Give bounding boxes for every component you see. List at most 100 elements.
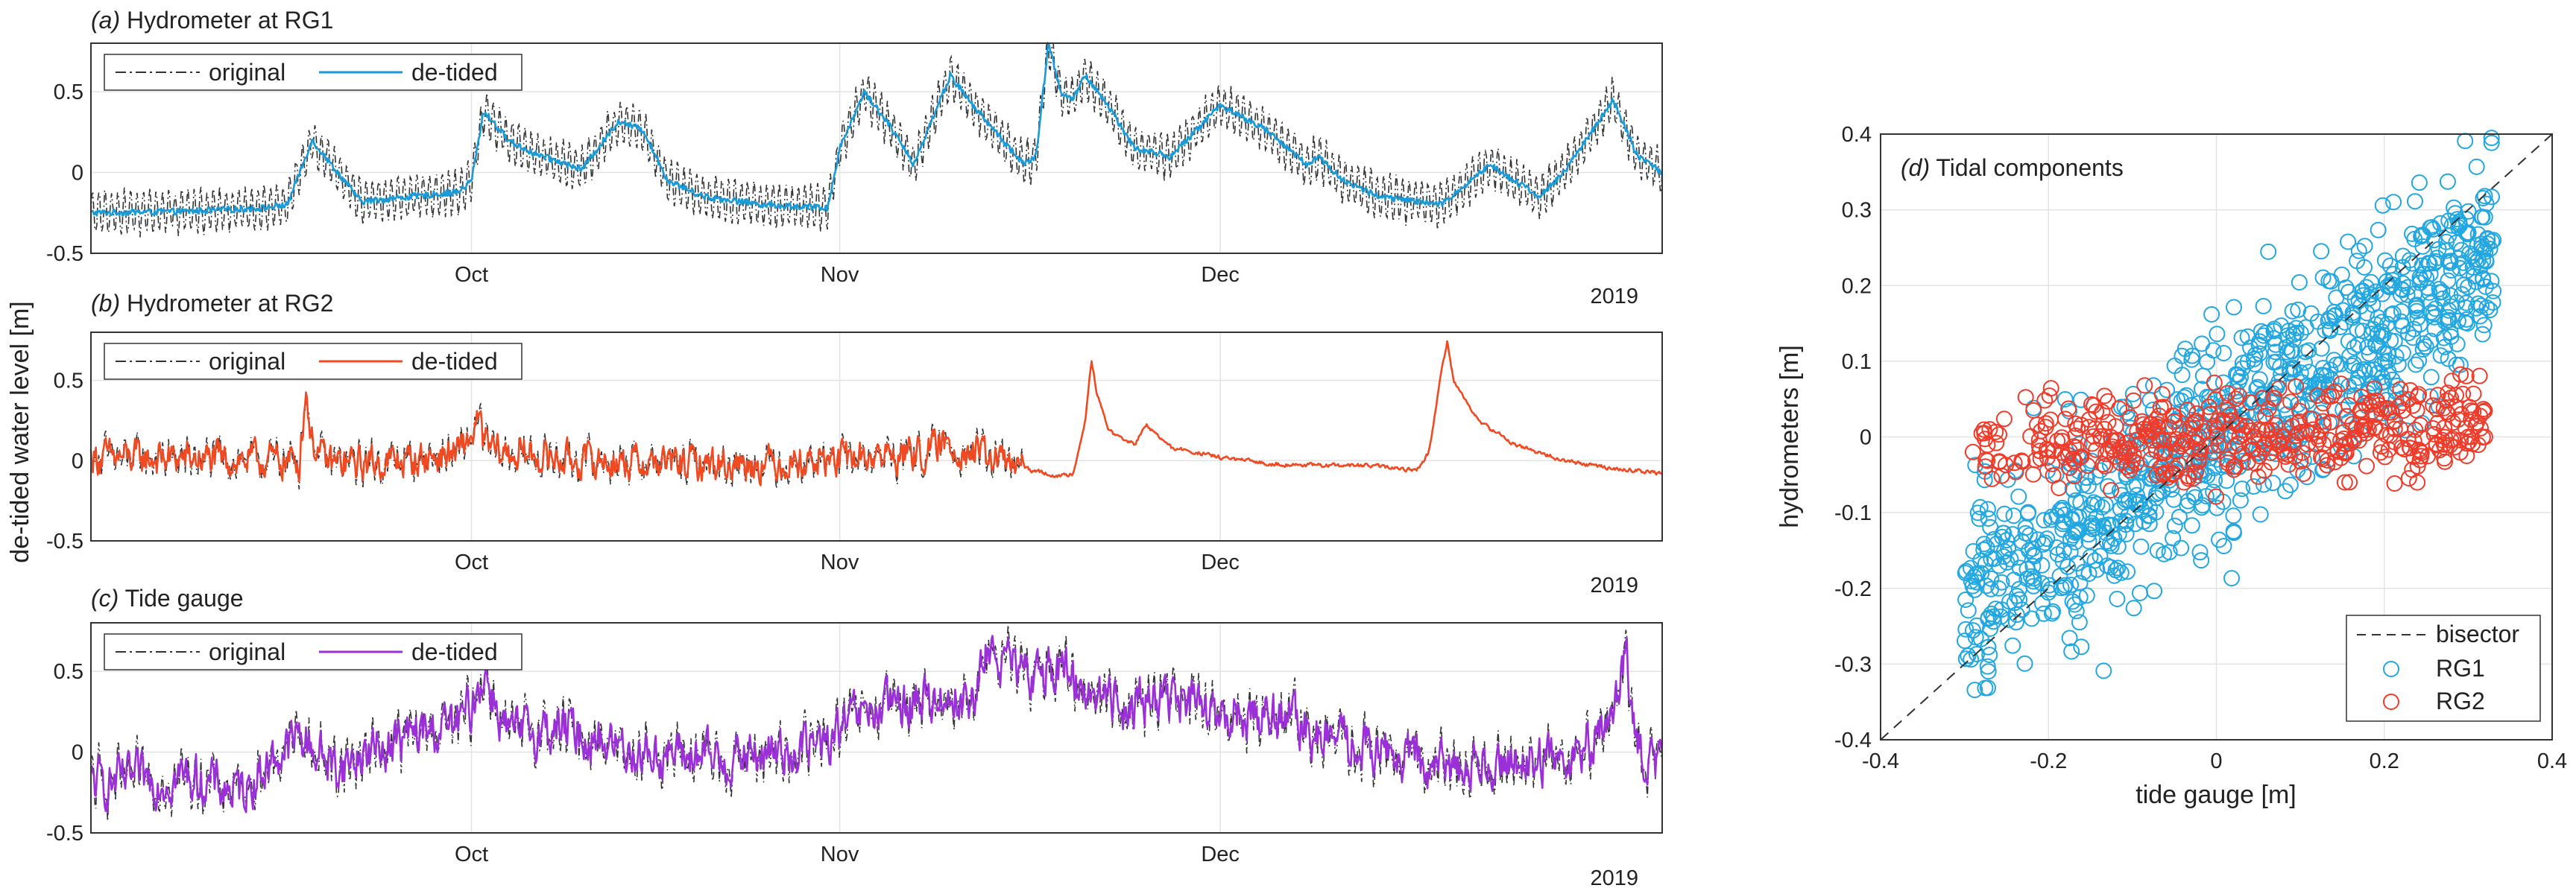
panel-d-rg1-point — [2004, 637, 2021, 654]
panel-d-rg1-point — [2194, 335, 2211, 352]
panel-d-rg2-point — [2223, 413, 2240, 430]
panel-d-rg2-point — [2347, 420, 2364, 437]
panel-d-rg1-point — [2361, 345, 2378, 362]
panel-d-rg2-point — [2341, 474, 2358, 491]
panel-d-rg1-point — [2166, 358, 2183, 374]
panel-d-rg1-point — [1972, 630, 1989, 647]
panel-d-rg1-point — [2203, 306, 2220, 323]
panel-d-rg2-point — [2326, 383, 2343, 400]
panel-d-rg1-point — [2133, 538, 2150, 555]
panel-b-detided-line — [89, 340, 1663, 486]
panel-d-rg1-point — [1957, 565, 1974, 582]
panel-d-rg2-point — [2286, 448, 2303, 465]
panel-c-ytick-label: -0.5 — [46, 822, 83, 846]
panel-b-yticks: -0.5 0 0.5 — [46, 370, 83, 554]
panel-d-rg2-point — [2315, 416, 2332, 434]
panel-d-rg2-point — [2352, 402, 2369, 419]
panel-d-legend-rg2: RG2 — [2436, 688, 2485, 714]
panel-d-rg1-point — [2337, 279, 2355, 297]
panel-d-rg2-point — [2476, 428, 2493, 446]
panel-d-rg1-point — [1981, 647, 1998, 664]
panel-c-year: 2019 — [1590, 866, 1638, 890]
panel-a-xtick-label: Nov — [821, 263, 859, 287]
panel-d-rg2-point — [2302, 410, 2319, 427]
panel-d-rg1-point — [2364, 297, 2381, 313]
panel-d-rg1-point — [2384, 371, 2401, 388]
panel-d-legend-rg2-swatch — [2383, 694, 2399, 710]
panel-c-legend-box — [104, 633, 523, 670]
panel-d-rg1-point — [1963, 651, 1980, 668]
panel-d-rg1-point — [2183, 517, 2200, 534]
panel-c-xtick-label: Dec — [1201, 843, 1240, 866]
panel-d-rg1-point — [2282, 476, 2299, 493]
panel-d-rg2-point — [2136, 377, 2153, 394]
panel-d-rg1-point — [2425, 305, 2442, 322]
panel-d-rg1-point — [2169, 391, 2185, 408]
panel-d-rg2-point — [2386, 475, 2403, 492]
panel-d-rg2-point — [2455, 385, 2472, 402]
panel-d-rg2-point — [2463, 402, 2480, 419]
panel-d-rg1-point — [2322, 361, 2339, 378]
panel-d-rg2-point — [2291, 402, 2308, 419]
panel-d-ytick-label: 0.4 — [1842, 123, 1872, 147]
panel-d-rg1-point — [2010, 488, 2027, 505]
panel-d-rg1-point — [2128, 477, 2145, 494]
panel-d-rg1-point — [2103, 537, 2120, 554]
panel-d-legend-bisector: bisector — [2436, 621, 2519, 647]
panel-d-rg2-point — [2305, 421, 2322, 438]
panel-d-rg1-point — [2124, 385, 2141, 402]
panel-c-xtick-label: Oct — [455, 843, 488, 866]
panel-d-ytick-label: -0.3 — [1834, 653, 1872, 676]
panel-d-rg1-point — [2285, 326, 2302, 343]
panel-b-legend-detided: de-tided — [411, 348, 498, 375]
panel-d-rg2-point — [2041, 387, 2058, 405]
panel-d-rg1-point — [2260, 243, 2277, 260]
panel-d-rg2-point — [2165, 413, 2182, 430]
panel-d-rg1-point — [2098, 533, 2115, 550]
panel-d-rg1-point — [2359, 339, 2375, 356]
panel-d-rg1-point — [2245, 478, 2262, 495]
panel-d-rg2-point — [2393, 439, 2411, 456]
panel-d-rg1-point — [2370, 221, 2387, 238]
panel-d-rg2-point — [2453, 406, 2470, 422]
panel-d-rg2-point — [2372, 444, 2389, 461]
panel-d-rg1-point — [1960, 647, 1977, 665]
panel-d-rg2-point — [2335, 444, 2352, 461]
panel-d-rg1-point — [2255, 297, 2272, 314]
panel-d-rg2-point — [2443, 372, 2460, 390]
panel-d-rg1-point — [2345, 448, 2362, 465]
panel-d-yticks: -0.4 -0.3 -0.2 -0.1 0 0.1 0.2 0.3 0.4 — [1834, 123, 1872, 752]
panel-d-rg1-point — [2193, 552, 2210, 569]
panel-d-rg1-point — [2485, 232, 2502, 249]
panel-d-rg1-point — [2120, 507, 2137, 524]
panel-d-rg1-point — [2033, 557, 2051, 574]
panel-d-rg1-point — [1980, 609, 1997, 627]
panel-d-xtick-label: -0.2 — [2030, 749, 2067, 773]
panel-d-rg2-point — [2409, 388, 2426, 405]
panel-d-rg1-point — [1983, 551, 2000, 568]
panel-d-rg1-point — [2264, 475, 2282, 492]
panel-d-rg1-point — [2484, 294, 2501, 311]
panel-d-rg1-point — [2119, 563, 2136, 580]
panel-d-rg1-point — [2247, 355, 2263, 372]
panel-d-rg1-point — [2405, 329, 2422, 346]
panel-d-rg2-point — [2476, 402, 2493, 419]
panel-d-rg1-point — [2255, 476, 2272, 493]
panel-d-rg2-point — [2400, 391, 2417, 408]
panel-d-rg2-point — [2472, 408, 2489, 425]
panel-d-ytick-label: 0.2 — [1842, 274, 1872, 298]
panel-d-rg2-point — [2288, 378, 2305, 395]
panel-d-rg1-point — [2394, 344, 2411, 361]
panel-d-rg2-point — [2244, 441, 2261, 458]
panel-d-rg1-point — [2048, 507, 2065, 524]
panel-d-rg2-point — [2187, 414, 2204, 431]
panel-d-rg2-point — [1995, 410, 2012, 428]
panel-d-rg2-point — [2234, 446, 2251, 462]
panel-b-legend-original: original — [209, 348, 285, 375]
panel-d-rg2-point — [2452, 366, 2469, 383]
panel-d-rg1-point — [2295, 382, 2312, 399]
panel-d-rg2-point — [2065, 468, 2083, 485]
panel-d-rg2-point — [1964, 443, 1981, 460]
panel-d-rg1-point — [2251, 371, 2268, 388]
panel-d-rg1-point — [2346, 339, 2363, 356]
